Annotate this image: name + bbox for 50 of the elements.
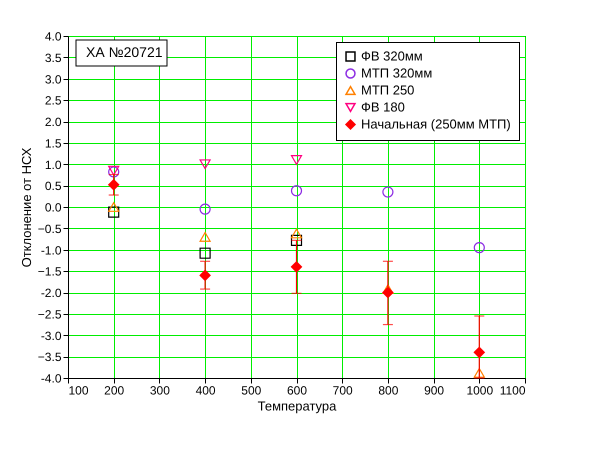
point [290,228,302,238]
y-axis-title: Отклонение от НСХ [18,147,34,268]
point [290,185,302,196]
y-tick-label: -3.0 [40,328,62,343]
point [474,242,485,254]
y-tick-label: −0.5 [38,222,62,236]
y-tick-label: −3.5 [38,350,62,364]
point [200,159,211,170]
point [200,232,211,242]
y-tick-label: 3.0 [44,72,62,86]
y-tick-label: 3.5 [44,50,62,65]
point [290,155,302,165]
x-tick-label: 1000 [466,384,494,398]
x-tick-label: 600 [286,384,308,398]
x-axis-title: Температура [258,398,338,414]
point [200,248,211,259]
legend-label: Начальная (250мм МТП) [361,116,511,132]
x-tick-label: 200 [104,384,125,398]
point [290,261,302,272]
y-tick-label: 1.5 [44,136,62,150]
annotation: ХА №20721 [86,44,163,60]
x-tick-label: 400 [196,384,216,398]
x-tick-label: 300 [150,384,170,398]
legend-label: ФВ 180 [361,100,405,114]
y-tick-label: 4.0 [44,30,62,44]
y-tick-label: 0.0 [44,200,62,214]
point [108,202,120,212]
y-tick-label: −2.5 [38,307,62,322]
legend-label: МТП 250 [361,82,414,98]
point [382,186,394,198]
y-tick-label: 2.0 [44,115,62,129]
y-tick-label: -1.0 [40,243,62,258]
y-tick-label: 2.5 [44,94,62,108]
point [474,368,485,378]
x-tick-label: 100 [68,384,89,398]
y-tick-label: 0.5 [44,179,62,194]
y-tick-label: -4.0 [40,372,62,386]
x-tick-label: 900 [424,384,444,398]
point [200,204,211,215]
y-tick-label: 1.0 [44,158,62,172]
point [108,206,120,218]
x-tick-label: 1100 [500,384,526,398]
point [290,234,302,246]
x-tick-label: 800 [378,384,399,398]
y-tick-label: −1.5 [38,264,62,279]
x-tick-label: 700 [332,384,354,398]
x-tick-label: 500 [241,384,262,398]
legend-label: ФВ 320мм [361,48,423,64]
y-tick-label: -2.0 [40,286,62,300]
legend-label: МТП 320мм [361,66,432,80]
